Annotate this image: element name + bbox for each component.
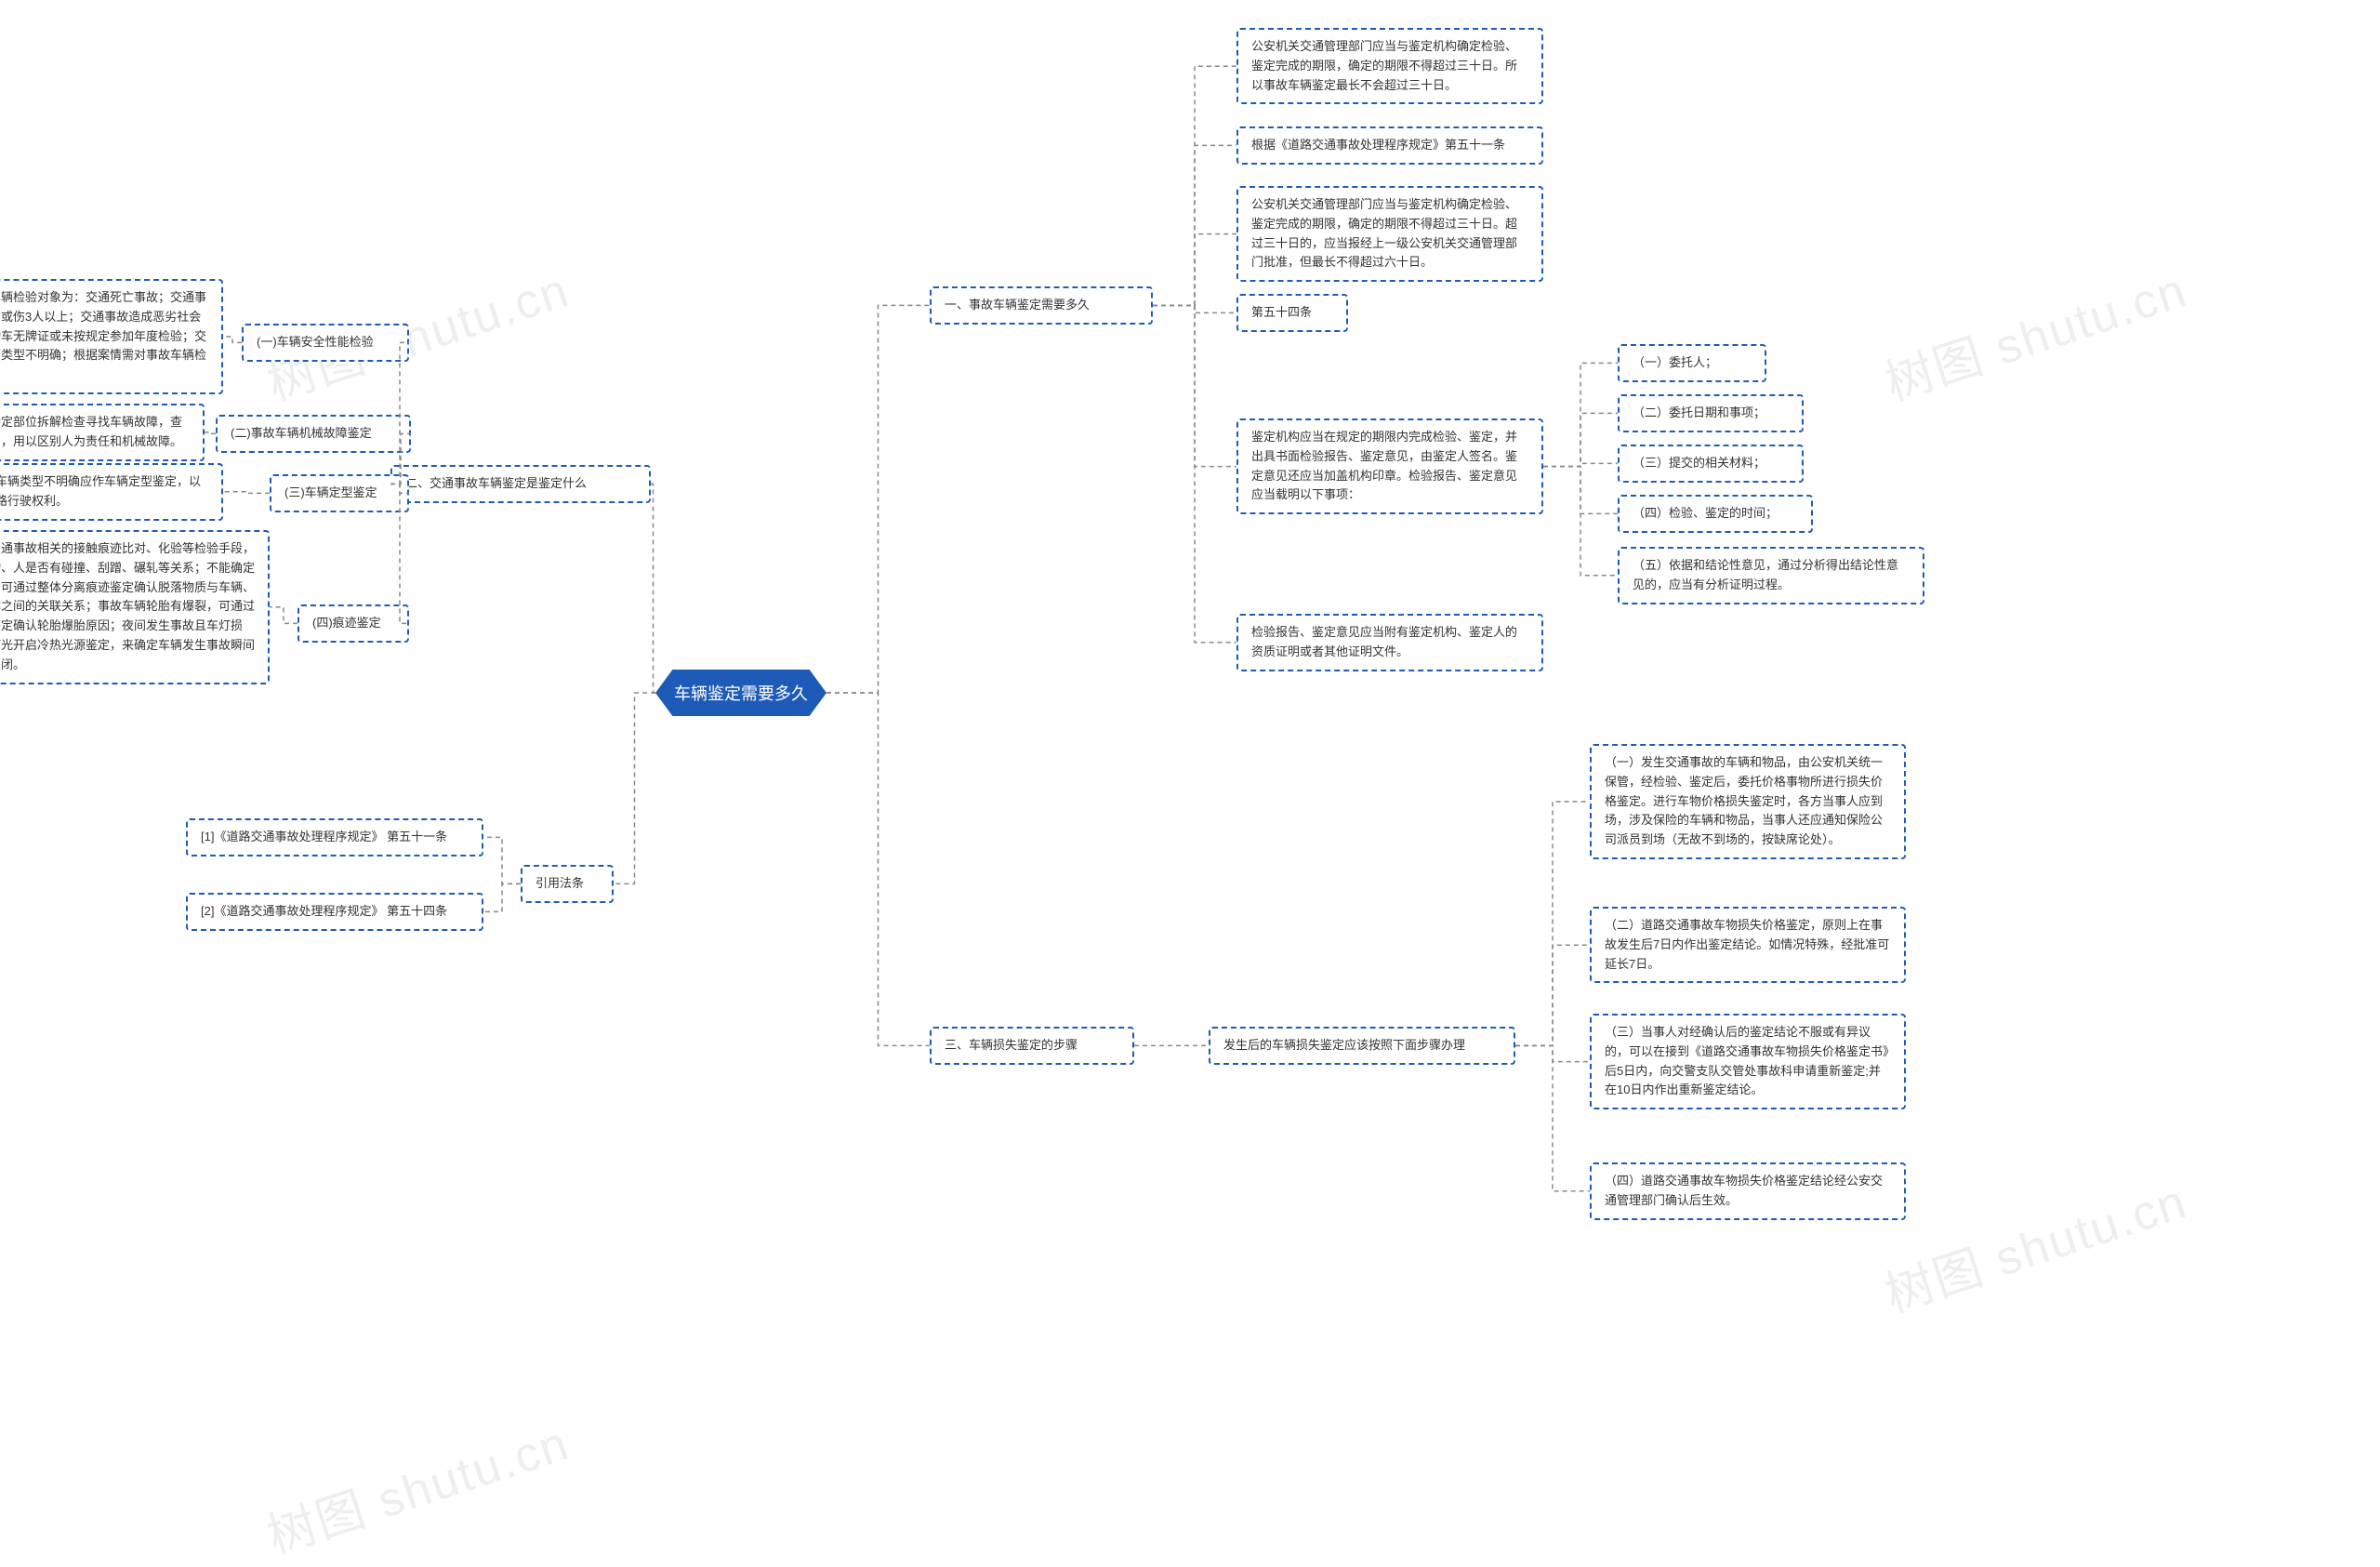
branch-r1-c4-2: （三）提交的相关材料； — [1618, 445, 1804, 483]
branch-l1-c3-0: 通过提取交通事故相关的接触痕迹比对、化验等检验手段，确定车、物、人是否有碰撞、刮… — [0, 530, 270, 684]
branch-r1-c4: 鉴定机构应当在规定的期限内完成检验、鉴定，并出具书面检验报告、鉴定意见，由鉴定人… — [1236, 418, 1543, 514]
branch-l1-c0-0: 交通事故车辆检验对象为：交通死亡事故；交通事故致人重伤或伤3人以上；交通事故造成… — [0, 279, 223, 394]
branch-r1-c4-3: （四）检验、鉴定的时间； — [1618, 495, 1813, 533]
branch-r2-c0: 发生后的车辆损失鉴定应该按照下面步骤办理 — [1209, 1027, 1515, 1065]
branch-l1-c0: (一)车辆安全性能检验 — [242, 324, 409, 362]
branch-l1: 二、交通事故车辆鉴定是鉴定什么 — [390, 465, 651, 503]
watermark-3: 树图 shutu.cn — [258, 1404, 577, 1567]
branch-r1-c4-4: （五）依据和结论性意见，通过分析得出结论性意见的，应当有分析证明过程。 — [1618, 547, 1924, 604]
watermark-2: 树图 shutu.cn — [1875, 251, 2195, 414]
branch-l2: 引用法条 — [521, 865, 614, 903]
branch-r1: 一、事故车辆鉴定需要多久 — [930, 286, 1153, 325]
root-node: 车辆鉴定需要多久 — [655, 670, 826, 716]
branch-r1-c2: 公安机关交通管理部门应当与鉴定机构确定检验、鉴定完成的期限，确定的期限不得超过三… — [1236, 186, 1543, 282]
branch-r1-c3: 第五十四条 — [1236, 294, 1348, 332]
branch-r2: 三、车辆损失鉴定的步骤 — [930, 1027, 1134, 1065]
branch-l1-c1-0: 通过车辆特定部位拆解检查寻找车辆故障，查明故障原因，用以区别人为责任和机械故障。 — [0, 404, 205, 461]
branch-r2-c0-3: （四）道路交通事故车物损失价格鉴定结论经公安交通管理部门确认后生效。 — [1590, 1162, 1906, 1220]
root-text: 车辆鉴定需要多久 — [674, 684, 808, 703]
branch-r1-c0: 公安机关交通管理部门应当与鉴定机构确定检验、鉴定完成的期限，确定的期限不得超过三… — [1236, 28, 1543, 104]
branch-r2-c0-0: （一）发生交通事故的车辆和物品，由公安机关统一保管，经检验、鉴定后，委托价格事物… — [1590, 744, 1906, 859]
branch-r1-c4-0: （一）委托人； — [1618, 344, 1766, 382]
branch-r2-c0-2: （三）当事人对经确认后的鉴定结论不服或有异议的，可以在接到《道路交通事故车物损失… — [1590, 1014, 1906, 1109]
branch-l2-c0: [1]《道路交通事故处理程序规定》 第五十一条 — [186, 818, 483, 857]
branch-r1-c4-1: （二）委托日期和事项； — [1618, 394, 1804, 432]
branch-l2-c1: [2]《道路交通事故处理程序规定》 第五十四条 — [186, 893, 483, 931]
watermark-4: 树图 shutu.cn — [1875, 1162, 2195, 1325]
branch-l1-c2: (三)车辆定型鉴定 — [270, 474, 409, 512]
branch-r1-c1: 根据《道路交通事故处理程序规定》第五十一条 — [1236, 126, 1543, 165]
branch-l1-c3: (四)痕迹鉴定 — [298, 604, 409, 643]
branch-r1-c5: 检验报告、鉴定意见应当附有鉴定机构、鉴定人的资质证明或者其他证明文件。 — [1236, 614, 1543, 671]
connector-layer — [0, 0, 2380, 1555]
branch-l1-c2-0: 凡肇事车辆类型不明确应作车辆定型鉴定，以明确道路行驶权利。 — [0, 463, 223, 521]
branch-r2-c0-1: （二）道路交通事故车物损失价格鉴定，原则上在事故发生后7日内作出鉴定结论。如情况… — [1590, 907, 1906, 983]
branch-l1-c1: (二)事故车辆机械故障鉴定 — [216, 415, 411, 453]
